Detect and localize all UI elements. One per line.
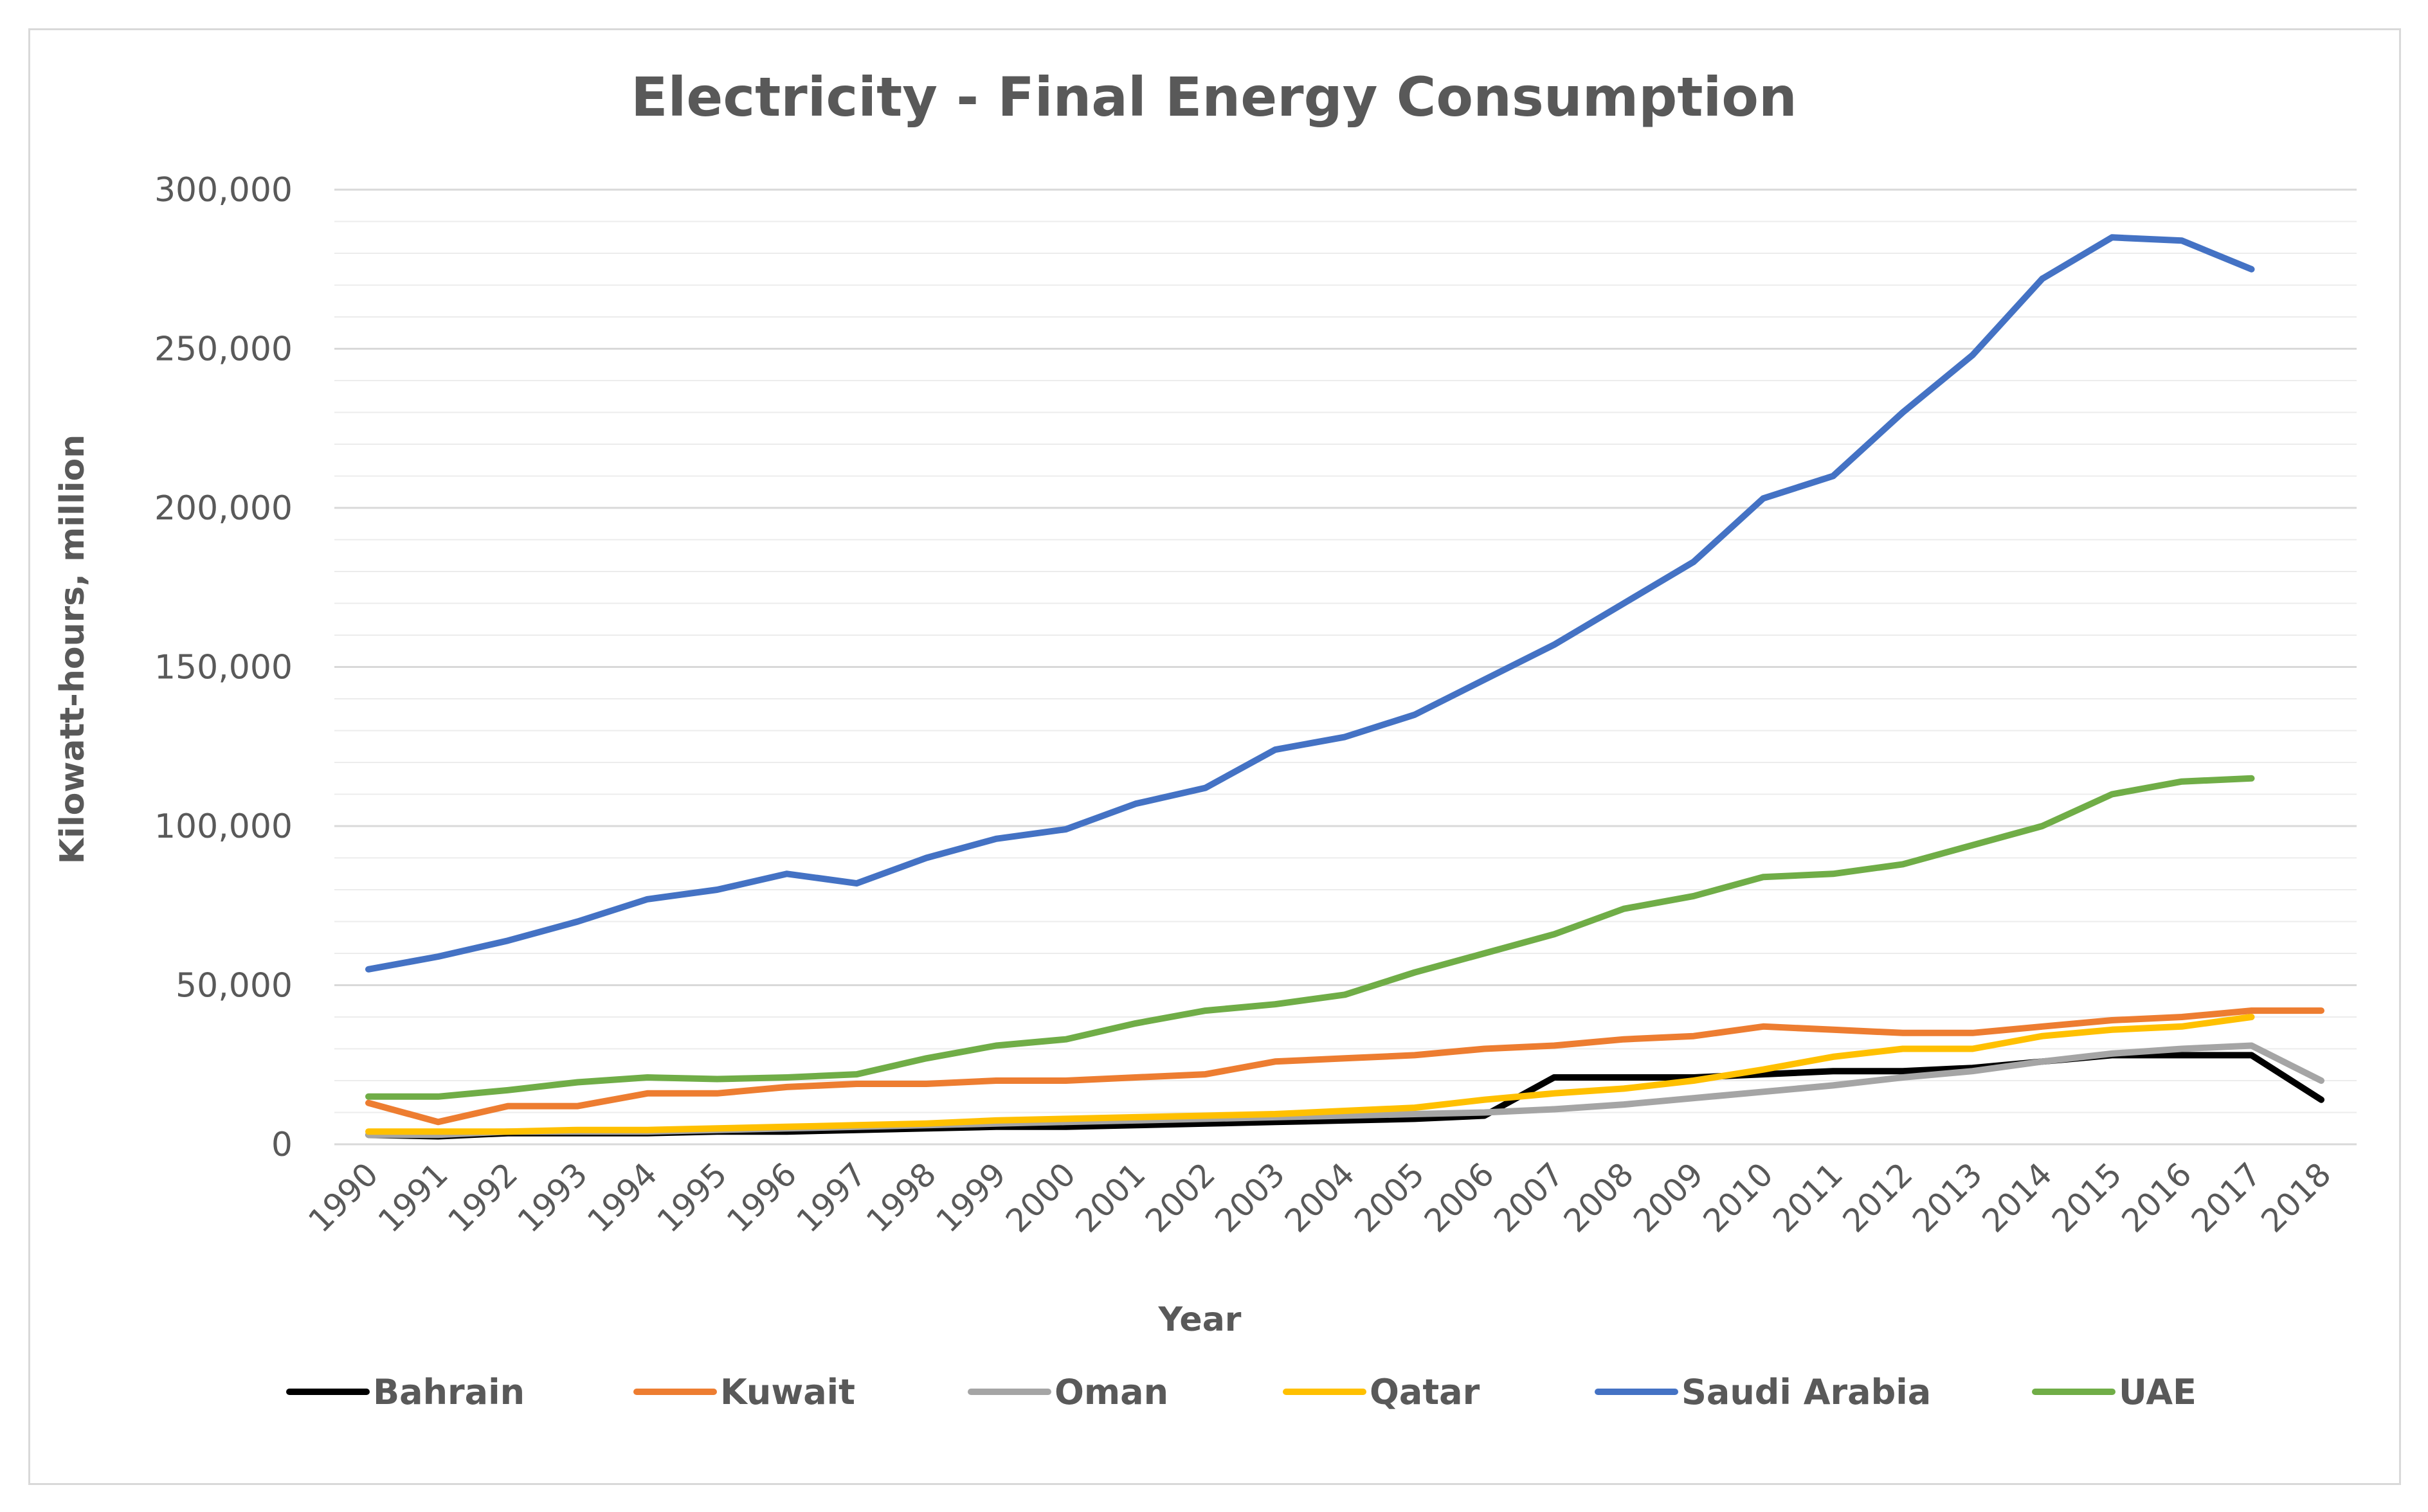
x-tick-label: 1994 bbox=[580, 1155, 664, 1239]
x-tick-label: 2017 bbox=[2184, 1155, 2269, 1239]
x-tick-label: 2001 bbox=[1069, 1155, 1153, 1239]
y-tick-label: 250,000 bbox=[154, 330, 293, 369]
x-tick-label: 2010 bbox=[1696, 1155, 1780, 1239]
legend-item: Qatar bbox=[1283, 1372, 1480, 1412]
chart-title: Electricity - Final Energy Consumption bbox=[631, 66, 1797, 129]
legend-label: Qatar bbox=[1370, 1372, 1480, 1412]
x-tick-label: 1993 bbox=[511, 1155, 595, 1239]
legend-item: UAE bbox=[2032, 1372, 2197, 1412]
x-tick-label: 2004 bbox=[1278, 1155, 1362, 1239]
chart-frame bbox=[28, 28, 2401, 1485]
legend-label: Bahrain bbox=[373, 1372, 525, 1412]
x-tick-label: 2015 bbox=[2045, 1155, 2129, 1239]
y-tick-label: 0 bbox=[271, 1126, 293, 1164]
x-tick-label: 1991 bbox=[371, 1155, 455, 1239]
x-axis-title: Year bbox=[1158, 1300, 1242, 1339]
x-tick-label: 2003 bbox=[1208, 1155, 1292, 1239]
x-tick-label: 2014 bbox=[1975, 1155, 2060, 1239]
legend-item: Kuwait bbox=[633, 1372, 855, 1412]
x-tick-label: 2007 bbox=[1487, 1155, 1571, 1239]
legend: Bahrain Kuwait Oman Qatar Saudi Arabia UAE bbox=[286, 1372, 2197, 1412]
legend-label: Oman bbox=[1055, 1372, 1168, 1412]
legend-item: Bahrain bbox=[286, 1372, 525, 1412]
series-line-qatar bbox=[365, 1014, 2255, 1135]
x-tick-label: 1998 bbox=[859, 1155, 943, 1239]
y-tick-label: 200,000 bbox=[154, 489, 293, 528]
series-line-saudi-arabia bbox=[365, 234, 2255, 973]
x-tick-label: 2016 bbox=[2115, 1155, 2199, 1239]
x-tick-label: 1999 bbox=[929, 1155, 1013, 1239]
x-tick-label: 1990 bbox=[301, 1155, 385, 1239]
series-line-uae bbox=[365, 775, 2255, 1100]
legend-item: Saudi Arabia bbox=[1595, 1372, 1931, 1412]
series-line-kuwait bbox=[365, 1007, 2324, 1126]
x-tick-label: 2013 bbox=[1905, 1155, 1989, 1239]
series-lines bbox=[365, 234, 2324, 1140]
x-tick-label: 1995 bbox=[650, 1155, 734, 1239]
x-tick-label: 2012 bbox=[1836, 1155, 1920, 1239]
x-tick-label: 1992 bbox=[440, 1155, 525, 1239]
x-tick-label: 2011 bbox=[1766, 1155, 1850, 1239]
x-axis-tick-labels: 1990199119921993199419951996199719981999… bbox=[301, 1155, 2338, 1239]
legend-label: Kuwait bbox=[720, 1372, 855, 1412]
legend-label: UAE bbox=[2119, 1372, 2197, 1412]
y-tick-label: 150,000 bbox=[154, 649, 293, 687]
x-tick-label: 2018 bbox=[2254, 1155, 2338, 1239]
y-tick-label: 300,000 bbox=[154, 171, 293, 210]
x-tick-label: 2002 bbox=[1138, 1155, 1222, 1239]
minor-gridlines bbox=[334, 221, 2357, 1113]
y-tick-label: 50,000 bbox=[176, 967, 293, 1005]
x-tick-label: 2009 bbox=[1626, 1155, 1710, 1239]
legend-label: Saudi Arabia bbox=[1681, 1372, 1931, 1412]
x-tick-label: 2000 bbox=[999, 1155, 1083, 1239]
x-tick-label: 2006 bbox=[1417, 1155, 1501, 1239]
y-axis-title: Kilowatt-hours, million bbox=[53, 435, 92, 865]
major-gridlines bbox=[334, 188, 2357, 1146]
y-tick-label: 100,000 bbox=[154, 807, 293, 846]
x-tick-label: 2008 bbox=[1557, 1155, 1641, 1239]
x-tick-label: 1997 bbox=[790, 1155, 874, 1239]
x-tick-label: 2005 bbox=[1347, 1155, 1431, 1239]
y-axis-tick-labels: 0 50,000 100,000 150,000 200,000 250,000 300,0… bbox=[154, 171, 293, 1164]
legend-item: Oman bbox=[968, 1372, 1168, 1412]
x-tick-label: 1996 bbox=[720, 1155, 804, 1239]
